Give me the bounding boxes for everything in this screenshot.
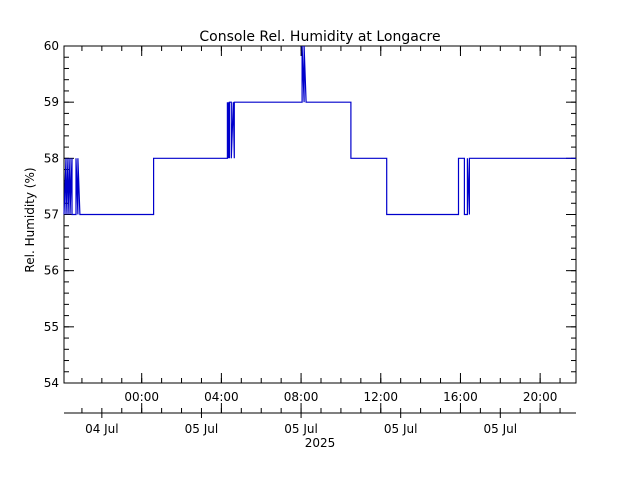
y-tick-label: 54 xyxy=(44,376,59,390)
y-tick-label: 60 xyxy=(44,39,59,53)
y-tick-label: 55 xyxy=(44,320,59,334)
date-label: 05 Jul xyxy=(384,422,418,436)
humidity-series-line xyxy=(63,45,576,216)
date-label: 04 Jul xyxy=(85,422,119,436)
x-axis-label: 2025 xyxy=(305,436,336,450)
y-axis-label: Rel. Humidity (%) xyxy=(23,167,37,272)
chart-title: Console Rel. Humidity at Longacre xyxy=(199,29,440,45)
y-tick-label: 58 xyxy=(44,151,59,165)
x-tick-label: 08:00 xyxy=(284,390,319,404)
y-tick-label: 59 xyxy=(44,95,59,109)
x-tick-label: 12:00 xyxy=(363,390,398,404)
x-tick-label: 20:00 xyxy=(523,390,558,404)
date-label: 05 Jul xyxy=(185,422,219,436)
date-label: 05 Jul xyxy=(484,422,518,436)
x-tick-label: 16:00 xyxy=(443,390,478,404)
x-tick-label: 00:00 xyxy=(124,390,159,404)
y-tick-label: 56 xyxy=(44,264,59,278)
y-tick-label: 57 xyxy=(44,208,59,222)
date-label: 05 Jul xyxy=(284,422,318,436)
x-tick-label: 04:00 xyxy=(204,390,239,404)
